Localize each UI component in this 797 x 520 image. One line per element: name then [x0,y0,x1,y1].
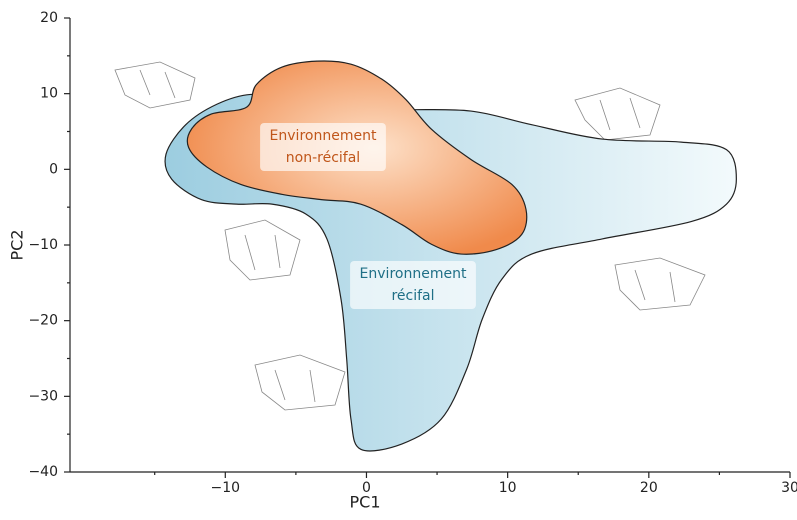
x-tick-label: −10 [211,480,241,496]
y-tick-label: −40 [28,464,58,480]
label-box [260,123,386,171]
x-axis-label: PC1 [350,493,381,512]
y-tick-label: −30 [28,388,58,404]
x-tick-label: 10 [499,480,517,496]
x-tick-label: 30 [781,480,797,496]
y-tick-label: −10 [28,237,58,253]
y-tick-label: 10 [40,86,58,102]
y-axis-label: PC2 [8,230,27,261]
x-tick-label: 20 [640,480,658,496]
y-tick-label: 0 [49,161,58,177]
y-tick-label: 20 [40,10,58,26]
label-box [350,261,476,309]
region-label: Environnement non-récifal [270,128,377,166]
skull-sketches [114,61,706,411]
x-tick-label: 0 [362,480,371,496]
region-label: Environnement récifal [360,266,467,304]
y-tick-label: −20 [28,313,58,329]
